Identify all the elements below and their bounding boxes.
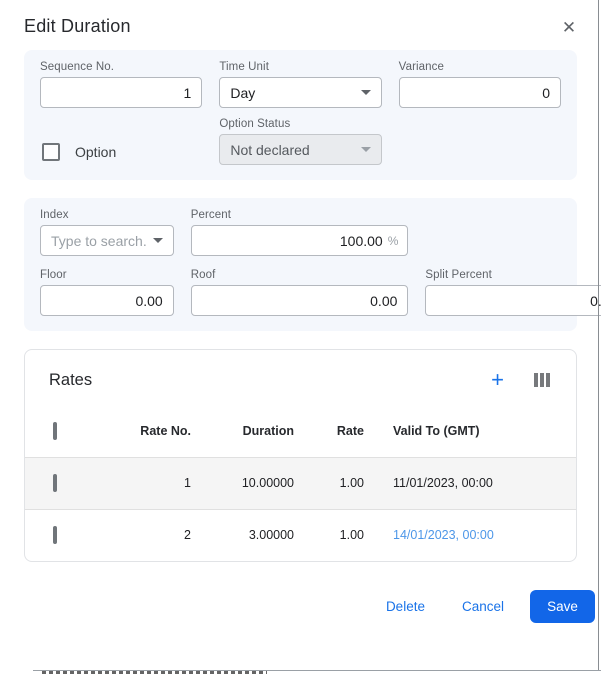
percent-field: % — [190, 225, 409, 256]
percent-suffix: % — [387, 233, 399, 248]
select-all-checkbox[interactable] — [53, 421, 57, 440]
option-group: Option — [40, 139, 202, 165]
rates-title: Rates — [49, 370, 93, 389]
index-group: Index Type to search. — [40, 209, 174, 256]
option-label: Option — [75, 144, 117, 160]
rate-cell: 1.00 — [294, 508, 364, 561]
index-placeholder: Type to search. — [51, 232, 147, 249]
split-percent-input[interactable] — [436, 292, 601, 309]
valid-to-cell: 11/01/2023, 00:00 — [393, 476, 493, 490]
split-percent-label: Split Percent — [425, 269, 492, 281]
option-status-value: Not declared — [230, 141, 310, 158]
split-percent-group: Split Percent % — [425, 269, 601, 316]
floor-group: Floor — [40, 269, 174, 316]
roof-label: Roof — [190, 269, 216, 281]
rates-table-header-row: Rate No. Duration Rate Valid To (GMT) — [25, 405, 576, 458]
option-checkbox[interactable] — [42, 143, 60, 161]
duration-panel: Sequence No. Time Unit Day Variance Opti… — [24, 50, 577, 180]
variance-input[interactable] — [398, 77, 561, 108]
time-unit-value: Day — [230, 84, 256, 101]
delete-button[interactable]: Delete — [385, 599, 425, 614]
floor-label: Floor — [40, 269, 67, 281]
row-checkbox[interactable] — [53, 526, 57, 545]
chevron-down-icon — [360, 147, 371, 152]
table-row[interactable]: 1 10.00000 1.00 11/01/2023, 00:00 — [25, 457, 576, 509]
dialog-footer: Delete Cancel Save — [24, 590, 595, 623]
duration-cell: 10.00000 — [241, 476, 294, 490]
duration-cell: 3.00000 — [191, 508, 294, 561]
percent-label: Percent — [190, 209, 232, 221]
index-label: Index — [40, 209, 69, 221]
option-status-label: Option Status — [219, 118, 291, 130]
chevron-down-icon — [360, 90, 371, 95]
variance-label: Variance — [398, 61, 444, 73]
col-rate: Rate — [294, 405, 364, 458]
table-row[interactable]: 2 3.00000 1.00 14/01/2023, 00:00 — [25, 508, 576, 561]
percent-group: Percent % — [190, 209, 409, 256]
index-panel: Index Type to search. Percent % Floor R — [24, 198, 601, 331]
rate-no-cell: 1 — [184, 476, 191, 490]
option-status-group: Option Status Not declared — [219, 118, 382, 165]
sequence-no-label: Sequence No. — [40, 61, 115, 73]
close-icon[interactable]: ✕ — [558, 17, 580, 39]
rates-card: Rates + Rate No. Duration Rate Valid To … — [24, 349, 577, 562]
split-percent-field: % — [425, 285, 601, 316]
dialog-header: Edit Duration ✕ — [0, 0, 601, 50]
cancel-button[interactable]: Cancel — [461, 599, 504, 614]
option-status-select: Not declared — [219, 134, 382, 165]
page-title: Edit Duration — [24, 16, 131, 36]
floor-input[interactable] — [40, 285, 174, 316]
roof-input[interactable] — [190, 285, 409, 316]
chevron-down-icon — [152, 238, 163, 243]
time-unit-select[interactable]: Day — [219, 77, 382, 108]
modal-right-edge — [597, 0, 599, 671]
col-rate-no: Rate No. — [97, 405, 191, 458]
valid-to-link[interactable]: 14/01/2023, 00:00 — [393, 528, 494, 543]
rate-cell: 1.00 — [339, 476, 364, 490]
variance-group: Variance — [398, 61, 561, 108]
row-checkbox[interactable] — [53, 474, 57, 492]
modal-bottom-edge — [33, 669, 601, 671]
rate-no-cell: 2 — [97, 508, 191, 561]
time-unit-label: Time Unit — [219, 61, 270, 73]
sequence-no-input[interactable] — [40, 77, 203, 108]
percent-input[interactable] — [201, 232, 383, 249]
rates-table: Rate No. Duration Rate Valid To (GMT) 1 … — [25, 405, 576, 561]
add-rate-icon[interactable]: + — [487, 369, 508, 391]
index-search-select[interactable]: Type to search. — [40, 225, 174, 256]
sequence-no-group: Sequence No. — [40, 61, 203, 108]
column-picker-icon[interactable] — [530, 371, 554, 389]
save-button[interactable]: Save — [530, 590, 595, 623]
roof-group: Roof — [190, 269, 409, 316]
col-valid-to: Valid To (GMT) — [364, 405, 576, 458]
col-duration: Duration — [191, 405, 294, 458]
time-unit-group: Time Unit Day — [219, 61, 382, 108]
background-page-text-fragment — [42, 671, 267, 674]
rates-header: Rates + — [25, 350, 576, 405]
